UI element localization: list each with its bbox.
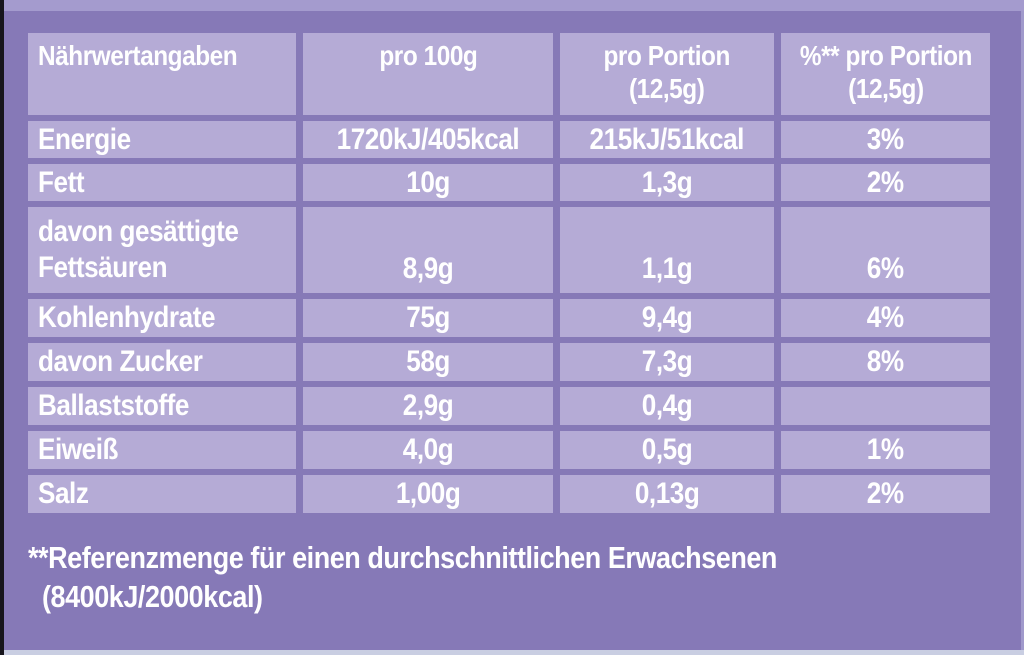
- row-zucker-label-cell: davon Zucker: [28, 343, 296, 381]
- row-zucker-per-100g: 58g: [303, 343, 553, 381]
- header-pro-portion: pro Portion (12,5g): [560, 33, 774, 115]
- row-fett-percent: 2%: [781, 164, 990, 201]
- bottom-edge-strip: [4, 650, 1024, 655]
- row-gesaettigte-fettsaeuren-per-portion-value: 1,1g: [641, 252, 693, 285]
- row-kohlenhydrate-per-100g-value: 75g: [406, 301, 450, 334]
- row-energie-per-portion-value: 215kJ/51kcal: [589, 122, 745, 156]
- header-pro-portion-label: pro Portion (12,5g): [603, 40, 731, 104]
- row-gesaettigte-fettsaeuren-per-portion: 1,1g: [560, 207, 774, 293]
- row-fett-percent-value: 2%: [867, 165, 904, 199]
- row-energie-per-portion: 215kJ/51kcal: [560, 121, 774, 158]
- row-gesaettigte-fettsaeuren-percent: 6%: [781, 207, 990, 293]
- left-edge-strip: [0, 0, 4, 655]
- row-fett-label: Fett: [38, 165, 85, 199]
- row-eiweiss-label: Eiweiß: [38, 433, 119, 466]
- row-zucker-per-portion: 7,3g: [560, 343, 774, 381]
- row-energie-label: Energie: [38, 122, 131, 156]
- row-zucker-per-portion-value: 7,3g: [641, 345, 693, 378]
- row-energie-percent-value: 3%: [867, 122, 904, 156]
- row-salz-per-100g-value: 1,00g: [395, 477, 461, 510]
- row-kohlenhydrate-per-portion: 9,4g: [560, 299, 774, 337]
- row-ballaststoffe-label-cell: Ballaststoffe: [28, 387, 296, 425]
- footnote-line2: (8400kJ/2000kcal): [42, 579, 263, 614]
- row-gesaettigte-fettsaeuren-per-100g: 8,9g: [303, 207, 553, 293]
- top-edge-strip: [4, 0, 1024, 11]
- row-energie-percent: 3%: [781, 121, 990, 158]
- row-energie-per-100g: 1720kJ/405kcal: [303, 121, 553, 158]
- header-pro-100g: pro 100g: [303, 33, 553, 115]
- row-eiweiss-per-100g-value: 4,0g: [402, 433, 454, 466]
- right-edge-strip: [1021, 11, 1024, 650]
- row-fett-label-cell: Fett: [28, 164, 296, 201]
- row-gesaettigte-fettsaeuren-label: davon gesättigte Fettsäuren: [38, 215, 239, 284]
- row-gesaettigte-fettsaeuren-per-100g-value: 8,9g: [402, 252, 454, 285]
- footnote-line1: **Referenzmenge für einen durchschnittli…: [28, 540, 777, 575]
- row-kohlenhydrate-per-portion-value: 9,4g: [641, 301, 693, 334]
- row-kohlenhydrate-percent-value: 4%: [867, 301, 904, 334]
- row-fett-per-100g-value: 10g: [406, 165, 450, 199]
- header-pro-100g-label: pro 100g: [378, 40, 478, 71]
- row-ballaststoffe-per-100g-value: 2,9g: [402, 389, 454, 422]
- row-kohlenhydrate-label-cell: Kohlenhydrate: [28, 299, 296, 337]
- row-fett-per-100g: 10g: [303, 164, 553, 201]
- row-zucker-label: davon Zucker: [38, 345, 203, 378]
- row-ballaststoffe-label: Ballaststoffe: [38, 389, 189, 422]
- row-eiweiss-label-cell: Eiweiß: [28, 431, 296, 469]
- row-zucker-percent: 8%: [781, 343, 990, 381]
- row-gesaettigte-fettsaeuren-label-cell: davon gesättigte Fettsäuren: [28, 207, 296, 293]
- row-gesaettigte-fettsaeuren-percent-value: 6%: [867, 252, 904, 285]
- row-salz-per-100g: 1,00g: [303, 475, 553, 513]
- row-kohlenhydrate-label: Kohlenhydrate: [38, 301, 216, 334]
- row-salz-percent-value: 2%: [867, 477, 904, 510]
- header-percent-pro-portion-label: %** pro Portion (12,5g): [799, 40, 972, 104]
- row-fett-per-portion-value: 1,3g: [641, 165, 693, 199]
- row-energie-per-100g-value: 1720kJ/405kcal: [336, 122, 520, 156]
- row-eiweiss-per-100g: 4,0g: [303, 431, 553, 469]
- row-ballaststoffe-per-portion: 0,4g: [560, 387, 774, 425]
- row-zucker-per-100g-value: 58g: [406, 345, 450, 378]
- row-eiweiss-percent-value: 1%: [867, 433, 904, 466]
- row-kohlenhydrate-per-100g: 75g: [303, 299, 553, 337]
- row-fett-per-portion: 1,3g: [560, 164, 774, 201]
- row-salz-per-portion: 0,13g: [560, 475, 774, 513]
- row-ballaststoffe-per-100g: 2,9g: [303, 387, 553, 425]
- row-ballaststoffe-percent: [781, 387, 990, 425]
- header-percent-pro-portion: %** pro Portion (12,5g): [781, 33, 990, 115]
- row-salz-percent: 2%: [781, 475, 990, 513]
- row-eiweiss-percent: 1%: [781, 431, 990, 469]
- header-naehrwertangaben: Nährwertangaben: [28, 33, 296, 115]
- row-eiweiss-per-portion: 0,5g: [560, 431, 774, 469]
- row-ballaststoffe-per-portion-value: 0,4g: [641, 389, 693, 422]
- reference-footnote: **Referenzmenge für einen durchschnittli…: [28, 538, 1008, 616]
- row-kohlenhydrate-percent: 4%: [781, 299, 990, 337]
- row-energie-label-cell: Energie: [28, 121, 296, 158]
- row-zucker-percent-value: 8%: [867, 345, 904, 378]
- nutrition-table: Nährwertangaben pro 100g pro Portion (12…: [28, 33, 990, 513]
- row-salz-label-cell: Salz: [28, 475, 296, 513]
- row-salz-per-portion-value: 0,13g: [634, 477, 700, 510]
- header-naehrwertangaben-label: Nährwertangaben: [38, 40, 238, 71]
- row-eiweiss-per-portion-value: 0,5g: [641, 433, 693, 466]
- row-salz-label: Salz: [38, 477, 89, 510]
